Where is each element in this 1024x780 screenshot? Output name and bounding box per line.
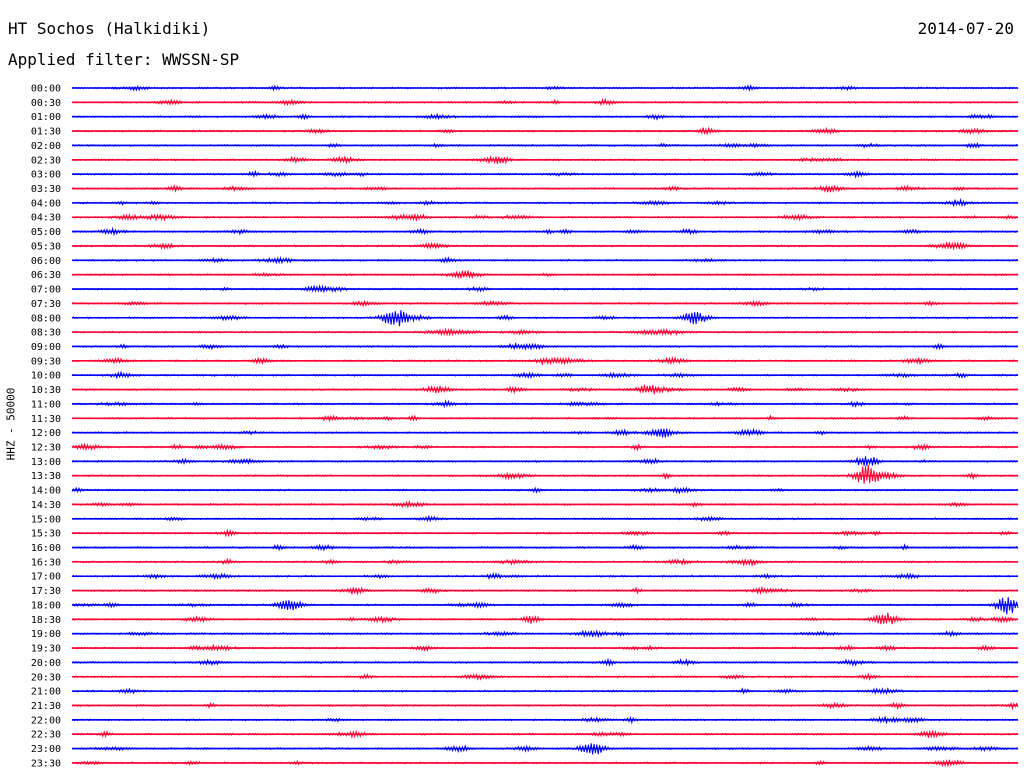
time-tick-label: 22:00 xyxy=(31,715,61,726)
time-tick-label: 09:30 xyxy=(31,356,61,367)
time-tick-label: 13:00 xyxy=(31,457,61,468)
time-tick-label: 02:30 xyxy=(31,155,61,166)
time-tick-label: 08:30 xyxy=(31,328,61,339)
time-tick-label: 11:00 xyxy=(31,399,61,410)
time-tick-label: 06:00 xyxy=(31,256,61,267)
time-tick-label: 21:00 xyxy=(31,687,61,698)
time-tick-label: 04:00 xyxy=(31,198,61,209)
trace-row xyxy=(71,612,1019,625)
time-tick-label: 14:00 xyxy=(31,486,61,497)
time-tick-label: 01:30 xyxy=(31,127,61,138)
time-tick-label: 12:30 xyxy=(31,443,61,454)
time-tick-labels: 00:00 00:30 01:00 01:30 02:00 02:30 03:00 03:30… xyxy=(31,84,61,770)
time-tick-label: 03:30 xyxy=(31,184,61,195)
time-tick-label: 21:30 xyxy=(31,701,61,712)
time-tick-label: 05:30 xyxy=(31,241,61,252)
time-tick-label: 12:00 xyxy=(31,428,61,439)
seismic-traces xyxy=(71,84,1019,768)
time-tick-label: 16:00 xyxy=(31,543,61,554)
time-tick-label: 20:30 xyxy=(31,672,61,683)
time-tick-label: 10:30 xyxy=(31,385,61,396)
time-tick-label: 08:00 xyxy=(31,313,61,324)
time-tick-label: 18:30 xyxy=(31,615,61,626)
time-tick-label: 11:30 xyxy=(31,414,61,425)
time-tick-label: 13:30 xyxy=(31,471,61,482)
time-tick-label: 05:00 xyxy=(31,227,61,238)
time-tick-label: 00:30 xyxy=(31,98,61,109)
time-tick-label: 18:00 xyxy=(31,600,61,611)
date-label: 2014-07-20 xyxy=(917,19,1014,38)
trace-row xyxy=(71,464,1019,484)
time-tick-label: 07:00 xyxy=(31,285,61,296)
time-tick-label: 01:00 xyxy=(31,112,61,123)
time-tick-label: 02:00 xyxy=(31,141,61,152)
time-tick-label: 17:00 xyxy=(31,572,61,583)
time-tick-label: 10:00 xyxy=(31,371,61,382)
time-tick-label: 23:00 xyxy=(31,744,61,755)
time-tick-label: 22:30 xyxy=(31,730,61,741)
time-tick-label: 19:30 xyxy=(31,644,61,655)
time-tick-label: 15:30 xyxy=(31,529,61,540)
time-tick-label: 00:00 xyxy=(31,84,61,95)
time-tick-label: 06:30 xyxy=(31,270,61,281)
time-tick-label: 03:00 xyxy=(31,170,61,181)
time-tick-label: 16:30 xyxy=(31,557,61,568)
time-tick-label: 07:30 xyxy=(31,299,61,310)
time-tick-label: 19:00 xyxy=(31,629,61,640)
time-tick-label: 17:30 xyxy=(31,586,61,597)
time-tick-label: 09:00 xyxy=(31,342,61,353)
time-tick-label: 14:30 xyxy=(31,500,61,511)
time-tick-label: 04:30 xyxy=(31,213,61,224)
time-tick-label: 23:30 xyxy=(31,758,61,769)
filter-label: Applied filter: WWSSN-SP xyxy=(8,50,240,69)
time-tick-label: 20:00 xyxy=(31,658,61,669)
station-title: HT Sochos (Halkidiki) xyxy=(8,19,211,38)
time-tick-label: 15:00 xyxy=(31,514,61,525)
